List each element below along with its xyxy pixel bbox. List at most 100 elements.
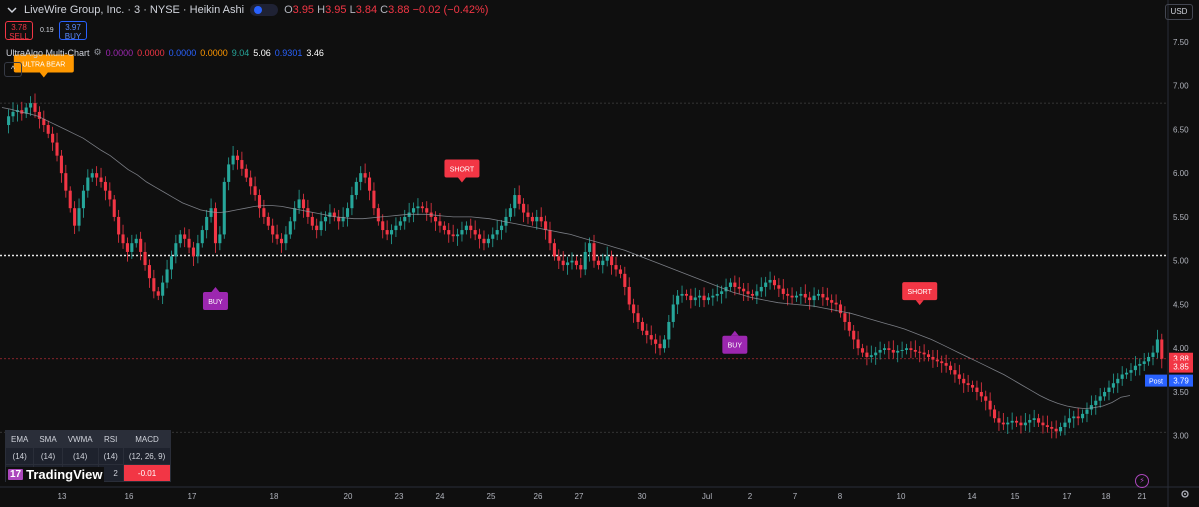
candle-body <box>750 293 754 296</box>
candle-body <box>970 384 975 388</box>
candle-body <box>95 173 99 178</box>
settings-icon[interactable]: ⚙ <box>93 47 102 57</box>
candle-body <box>979 391 983 397</box>
buy-button[interactable]: 3.97 BUY <box>59 21 87 41</box>
signal-label-box <box>13 54 74 73</box>
candle-body <box>398 221 402 226</box>
candle-body <box>574 260 578 266</box>
candle-body <box>24 107 28 114</box>
ohlc-high: 3.95 <box>325 4 347 16</box>
candle-body <box>530 216 534 222</box>
candle-body <box>887 348 891 350</box>
candle-body <box>376 208 380 222</box>
chevron-down-icon[interactable] <box>6 4 18 16</box>
x-tick-label: 25 <box>487 492 496 501</box>
sell-button[interactable]: 3.78 SELL <box>5 21 33 41</box>
tradingview-logo[interactable]: 17 TradingView <box>6 467 105 482</box>
y-tick-label: 3.00 <box>1173 432 1189 441</box>
candle-body <box>786 293 790 296</box>
price-tag <box>1169 360 1193 373</box>
candle-body <box>834 302 838 305</box>
candle-body <box>1138 363 1142 366</box>
candle-body <box>139 238 143 252</box>
candle-body <box>702 295 706 301</box>
symbol-title[interactable]: LiveWire Group, Inc. · 3 · NYSE · Heikin… <box>24 4 245 16</box>
candle-body <box>359 173 363 182</box>
candle-body <box>59 155 63 174</box>
candle-body <box>174 243 178 257</box>
candle-body <box>1019 422 1023 426</box>
lightning-icon[interactable]: ⚡ <box>1135 474 1149 488</box>
candle-body <box>297 199 301 209</box>
table-header: EMA <box>4 430 35 448</box>
candle-body <box>323 216 328 222</box>
x-tick-label: 10 <box>897 492 906 501</box>
candle-body <box>803 293 807 298</box>
chart-header: LiveWire Group, Inc. · 3 · NYSE · Heikin… <box>6 4 488 16</box>
candle-body <box>1142 361 1146 364</box>
candle-body <box>504 216 508 226</box>
candle-body <box>909 348 913 350</box>
candle-body <box>781 288 785 294</box>
candle-body <box>460 230 464 235</box>
candle-body <box>103 181 107 191</box>
candle-body <box>799 293 803 296</box>
table-cell: (14) <box>61 447 99 465</box>
candle-body <box>473 230 477 235</box>
candle-body <box>772 279 777 286</box>
candle-body <box>319 221 323 231</box>
candle-body <box>235 155 240 161</box>
candle-body <box>561 260 565 266</box>
candle-body <box>966 383 970 385</box>
candle-body <box>125 243 129 252</box>
table-header: MACD <box>122 430 172 448</box>
indicator-value: 9.04 <box>231 47 250 58</box>
candle-body <box>213 208 218 244</box>
candle-body <box>777 285 781 289</box>
candle-body <box>161 282 165 296</box>
candle-body <box>557 256 561 261</box>
candle-body <box>882 348 887 350</box>
candle-body <box>478 234 482 239</box>
candle-body <box>579 265 583 270</box>
candle-body <box>73 208 77 226</box>
candle-body <box>306 208 310 217</box>
indicator-legend[interactable]: UltraAlgo Multi-Chart ⚙ 0.0000 0.0000 0.00… <box>6 47 324 58</box>
collapse-legend-button[interactable]: ^ <box>4 62 22 77</box>
candle-body <box>588 243 592 252</box>
candle-body <box>187 238 191 248</box>
x-tick-label: 30 <box>638 492 647 501</box>
y-tick-label: 6.50 <box>1173 125 1189 134</box>
gear-icon[interactable] <box>1180 489 1190 499</box>
candle-body <box>1160 339 1164 359</box>
price-tag-label: 3.85 <box>1173 363 1189 372</box>
candle-body <box>495 230 499 235</box>
candle-body <box>632 304 636 314</box>
candle-body <box>838 304 843 314</box>
ohlc-change: −0.02 (−0.42%) <box>412 4 489 16</box>
candle-body <box>997 418 1001 423</box>
y-tick-label: 3.50 <box>1173 388 1189 397</box>
session-toggle[interactable] <box>250 4 279 16</box>
table-cell: (14) <box>97 447 124 465</box>
candle-body <box>1006 422 1010 425</box>
table-row: (14) (14) (14) (14) (12, 26, 9) <box>4 447 172 465</box>
candle-body <box>592 243 596 261</box>
candle-body <box>667 321 671 340</box>
candle-body <box>548 230 552 244</box>
candle-body <box>271 225 275 235</box>
candle-body <box>636 313 640 322</box>
candle-body <box>37 111 41 119</box>
signal-pointer <box>457 177 466 183</box>
candle-body <box>310 216 314 226</box>
candle-body <box>742 288 746 292</box>
currency-selector[interactable]: USD <box>1165 4 1193 20</box>
y-tick-label: 4.50 <box>1173 300 1189 309</box>
candle-body <box>904 348 909 350</box>
candle-body <box>614 265 618 270</box>
candle-body <box>222 181 226 235</box>
candle-body <box>1076 416 1080 419</box>
candle-body <box>284 234 288 244</box>
candle-body <box>1037 418 1041 423</box>
